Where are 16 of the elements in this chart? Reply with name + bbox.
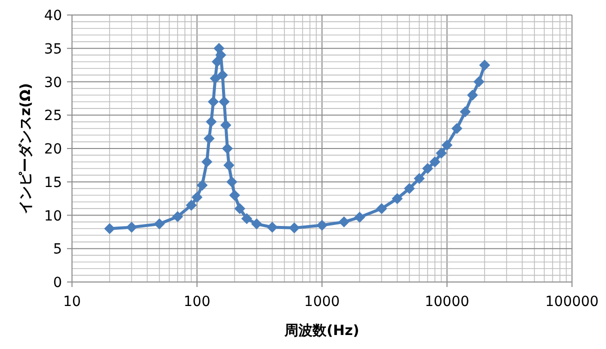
y-tick-label: 25 (44, 108, 62, 124)
x-tick-label: 1000 (304, 294, 340, 310)
x-tick-label: 10000 (424, 294, 470, 310)
x-tick-label: 100 (184, 294, 210, 310)
y-tick-label: 10 (44, 208, 62, 224)
y-tick-label: 15 (44, 174, 62, 191)
y-tick-label: 40 (44, 8, 62, 24)
y-tick-label: 5 (53, 242, 62, 258)
y-tick-label: 0 (53, 275, 62, 291)
x-tick-label: 100000 (545, 294, 599, 310)
y-tick-label: 35 (44, 41, 62, 58)
y-tick-label: 30 (44, 74, 62, 91)
y-axis-title: インピーダンスz(Ω) (18, 83, 34, 214)
y-tick-label: 20 (44, 142, 62, 158)
x-tick-label: 10 (63, 294, 81, 310)
x-axis-title: 周波数(Hz) (284, 323, 360, 339)
